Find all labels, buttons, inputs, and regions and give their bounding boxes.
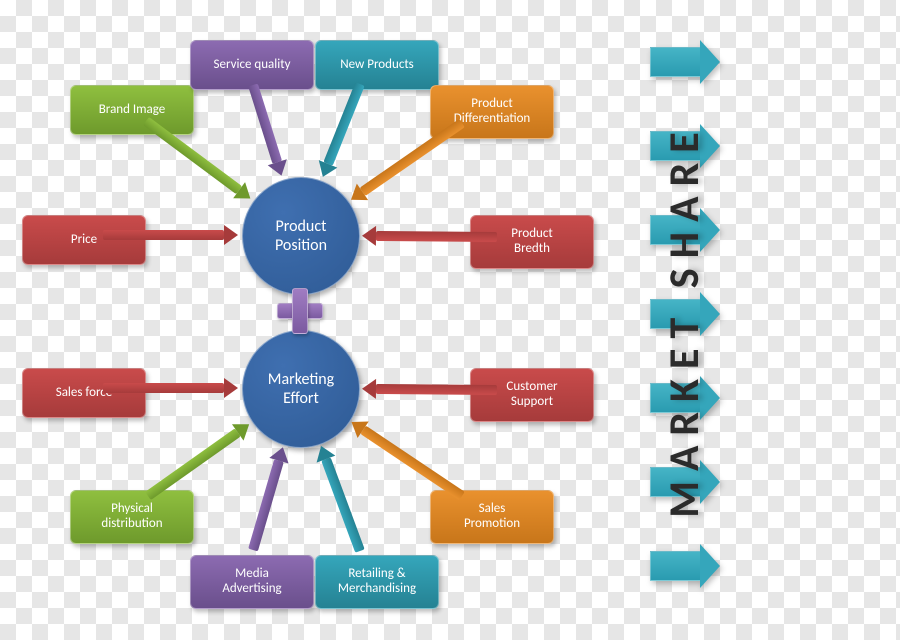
box-physical-dist-label: Physical distribution xyxy=(101,502,162,532)
box-price: Price xyxy=(22,215,146,265)
box-media-adv: Media Advertising xyxy=(190,555,314,609)
box-product-bredth: Product Bredth xyxy=(470,215,594,269)
title-market-share: MARKET SHARE xyxy=(659,122,710,517)
box-product-bredth-label: Product Bredth xyxy=(511,227,552,257)
box-new-products: New Products xyxy=(315,40,439,90)
box-physical-dist: Physical distribution xyxy=(70,490,194,544)
box-sales-force: Sales force xyxy=(22,368,146,418)
hub-product-position: Product Position xyxy=(242,177,360,295)
box-customer-support: Customer Support xyxy=(470,368,594,422)
box-sales-promo-label: Sales Promotion xyxy=(464,502,520,532)
arrow-box-media-adv xyxy=(253,448,283,551)
box-retailing: Retailing & Merchandising xyxy=(315,555,439,609)
arrow-box-service-quality xyxy=(253,85,282,176)
arrow-box-new-products xyxy=(323,84,360,177)
result-arrow-7 xyxy=(650,544,720,588)
arrow-box-product-diff xyxy=(351,123,462,200)
box-service-quality: Service quality xyxy=(190,40,314,90)
box-customer-support-label: Customer Support xyxy=(506,380,557,410)
arrow-box-brand-image xyxy=(146,121,250,199)
diagram-stage: Product Position Marketing Effort Brand Im… xyxy=(0,0,900,640)
box-price-label: Price xyxy=(71,233,97,248)
box-brand-image: Brand Image xyxy=(70,85,194,135)
arrow-box-sales-promo xyxy=(352,423,462,497)
arrow-box-retailing xyxy=(322,446,361,551)
plus-connector xyxy=(278,289,322,333)
box-brand-image-label: Brand Image xyxy=(99,103,166,118)
arrow-box-customer-support xyxy=(362,389,497,390)
arrow-box-physical-dist xyxy=(148,424,250,496)
box-sales-promo: Sales Promotion xyxy=(430,490,554,544)
box-retailing-label: Retailing & Merchandising xyxy=(338,567,416,597)
box-product-diff-label: Product Differentiation xyxy=(454,97,531,127)
result-arrow-1 xyxy=(650,40,720,84)
hub-marketing-effort: Marketing Effort xyxy=(242,330,360,448)
arrow-box-product-bredth xyxy=(362,236,497,237)
box-new-products-label: New Products xyxy=(340,58,414,73)
box-media-adv-label: Media Advertising xyxy=(222,567,281,597)
box-service-quality-label: Service quality xyxy=(214,58,291,73)
